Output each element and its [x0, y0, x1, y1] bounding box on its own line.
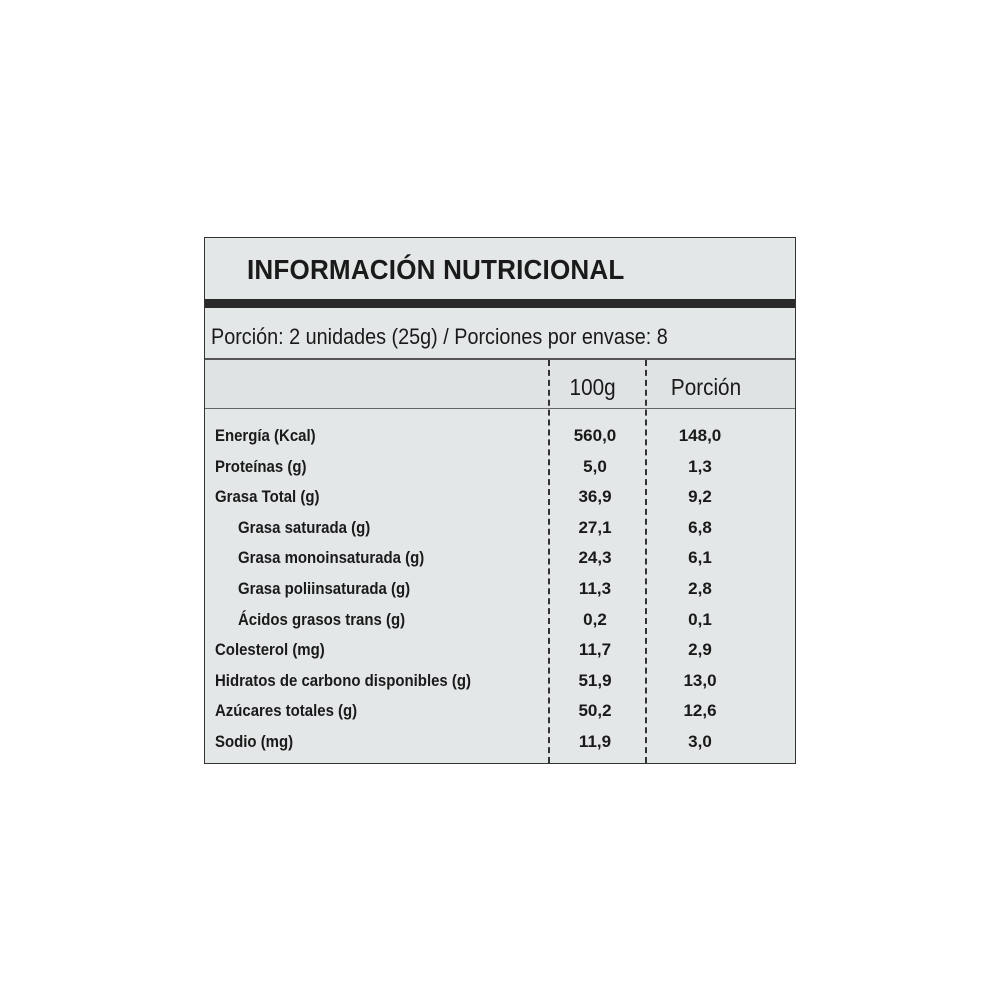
- table-row: Grasa saturada (g) 27,1 6,8: [205, 518, 795, 549]
- table-row: Energía (Kcal) 560,0 148,0: [205, 426, 795, 457]
- table-row: Grasa Total (g) 36,9 9,2: [205, 487, 795, 518]
- value-per-portion: 0,1: [688, 609, 712, 629]
- table-row: Hidratos de carbono disponibles (g) 51,9 1…: [205, 671, 795, 702]
- column-header-row: 100g Porción: [205, 360, 795, 408]
- nutrient-name: Grasa monoinsaturada (g): [238, 548, 425, 568]
- portion-info: Porción: 2 unidades (25g) / Porciones po…: [211, 324, 668, 349]
- value-per-100g: 0,2: [583, 609, 607, 629]
- column-header-100g: 100g: [569, 374, 616, 400]
- value-per-100g: 27,1: [578, 517, 612, 537]
- value-per-portion: 13,0: [683, 670, 717, 690]
- nutrition-facts-label: INFORMACIÓN NUTRICIONAL Porción: 2 unida…: [204, 237, 796, 764]
- column-divider: [645, 360, 647, 763]
- value-per-portion: 9,2: [688, 487, 712, 507]
- nutrient-name: Ácidos grasos trans (g): [238, 609, 406, 629]
- table-row: Grasa monoinsaturada (g) 24,3 6,1: [205, 548, 795, 579]
- value-per-portion: 6,1: [688, 548, 712, 568]
- table-row: Proteínas (g) 5,0 1,3: [205, 457, 795, 488]
- value-per-portion: 2,9: [688, 640, 712, 660]
- value-per-100g: 11,9: [578, 731, 612, 751]
- value-per-portion: 6,8: [688, 517, 712, 537]
- value-per-100g: 36,9: [578, 487, 612, 507]
- divider: [205, 408, 795, 409]
- table-row: Ácidos grasos trans (g) 0,2 0,1: [205, 610, 795, 641]
- nutrient-name: Energía (Kcal): [215, 426, 316, 445]
- value-per-100g: 51,9: [578, 670, 612, 690]
- value-per-portion: 148,0: [678, 426, 722, 445]
- label-title: INFORMACIÓN NUTRICIONAL: [247, 254, 625, 285]
- table-row: Sodio (mg) 11,9 3,0: [205, 732, 795, 763]
- value-per-portion: 1,3: [688, 456, 712, 476]
- value-per-100g: 24,3: [578, 548, 612, 568]
- value-per-100g: 5,0: [583, 456, 607, 476]
- nutrient-name: Sodio (mg): [215, 731, 294, 751]
- value-per-portion: 12,6: [683, 701, 717, 721]
- value-per-100g: 11,7: [578, 640, 612, 660]
- value-per-100g: 50,2: [578, 701, 612, 721]
- table-row: Grasa poliinsaturada (g) 11,3 2,8: [205, 579, 795, 610]
- nutrient-name: Colesterol (mg): [215, 640, 325, 660]
- thick-divider: [205, 299, 795, 308]
- nutrient-name: Azúcares totales (g): [215, 701, 358, 721]
- nutrient-name: Grasa poliinsaturada (g): [238, 578, 411, 598]
- divider: [205, 358, 795, 360]
- column-divider: [548, 360, 550, 763]
- nutrient-name: Grasa saturada (g): [238, 517, 371, 537]
- nutrient-name: Grasa Total (g): [215, 487, 320, 507]
- value-per-portion: 3,0: [688, 731, 712, 751]
- value-per-100g: 560,0: [573, 426, 617, 445]
- table-row: Colesterol (mg) 11,7 2,9: [205, 640, 795, 671]
- value-per-portion: 2,8: [688, 578, 712, 598]
- nutrient-name: Proteínas (g): [215, 456, 307, 476]
- column-header-portion: Porción: [670, 374, 742, 400]
- nutrient-table: Energía (Kcal) 560,0 148,0 Proteínas (g) 5,0…: [205, 426, 795, 763]
- nutrient-name: Hidratos de carbono disponibles (g): [215, 670, 472, 690]
- value-per-100g: 11,3: [578, 578, 612, 598]
- table-row: Azúcares totales (g) 50,2 12,6: [205, 701, 795, 732]
